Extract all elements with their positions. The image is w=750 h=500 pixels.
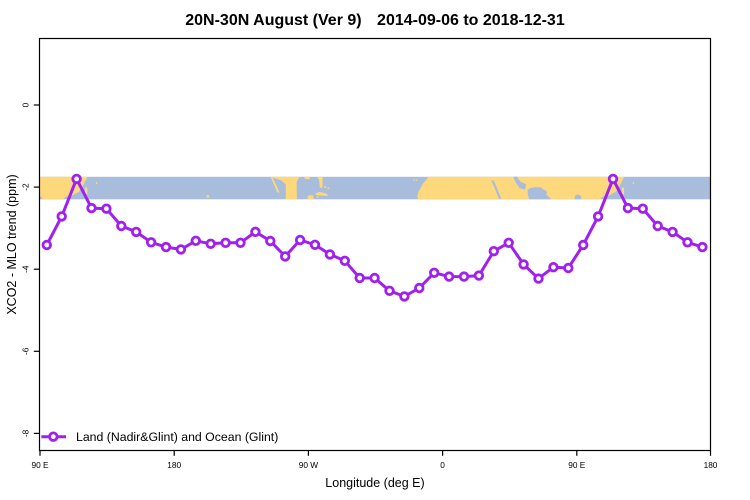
svg-text:90 W: 90 W <box>299 460 319 470</box>
svg-text:XCO2 - MLO trend (ppm): XCO2 - MLO trend (ppm) <box>5 174 19 314</box>
svg-text:-2: -2 <box>20 183 30 191</box>
svg-text:-6: -6 <box>20 347 30 355</box>
svg-text:180: 180 <box>704 460 718 470</box>
svg-text:0: 0 <box>440 460 445 470</box>
svg-text:-4: -4 <box>20 265 30 273</box>
svg-text:90 E: 90 E <box>568 460 586 470</box>
svg-text:-8: -8 <box>20 429 30 437</box>
svg-text:20N-30N August (Ver 9) 2014-09: 20N-30N August (Ver 9) 2014-09-06 to 201… <box>185 12 565 29</box>
svg-text:Land (Nadir&Glint) and Ocean (: Land (Nadir&Glint) and Ocean (Glint) <box>76 430 278 444</box>
svg-text:0: 0 <box>20 102 30 107</box>
svg-text:90 E: 90 E <box>31 460 49 470</box>
svg-text:Longitude (deg E): Longitude (deg E) <box>325 476 424 490</box>
svg-text:180: 180 <box>167 460 181 470</box>
